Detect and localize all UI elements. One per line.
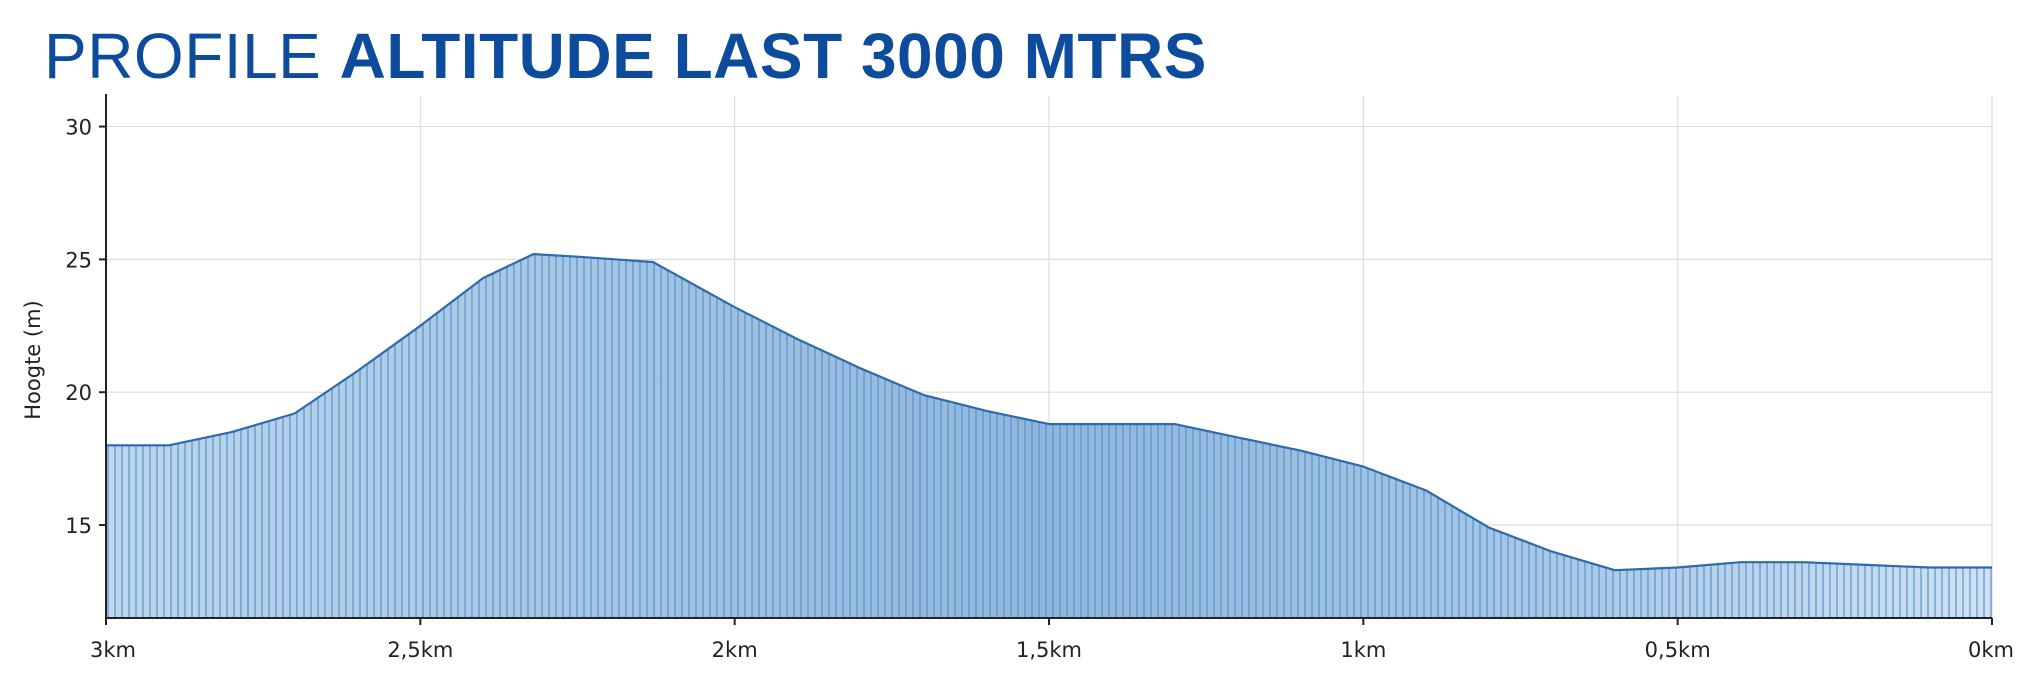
y-axis-label: Hoogte (m) [21, 300, 45, 420]
title-bold: ALTITUDE LAST 3000 MTRS [339, 20, 1207, 92]
x-tick-label: 0,5km [1645, 638, 1711, 662]
y-tick-label: 20 [65, 381, 92, 405]
x-tick-label: 0km [1968, 638, 2014, 662]
title-light: PROFILE [44, 20, 322, 92]
x-tick-label: 1,5km [1016, 638, 1082, 662]
chart-title: PROFILE ALTITUDE LAST 3000 MTRS [44, 18, 1207, 94]
y-tick-label: 15 [65, 514, 92, 538]
x-tick-label: 3km [90, 638, 136, 662]
y-tick-label: 30 [65, 116, 92, 140]
axes [99, 94, 1993, 625]
altitude-line [106, 253, 1992, 572]
x-tick-label: 2,5km [387, 638, 453, 662]
tick-labels: 3km 2,5km 2km 1,5km 1km 0,5km 0km 15 20 25 30 [65, 116, 2014, 662]
line-layer [106, 253, 1992, 572]
x-tick-label: 1km [1340, 638, 1386, 662]
x-tick-label: 2km [712, 638, 758, 662]
y-tick-label: 25 [65, 248, 92, 272]
hatch-lines [107, 254, 1992, 618]
